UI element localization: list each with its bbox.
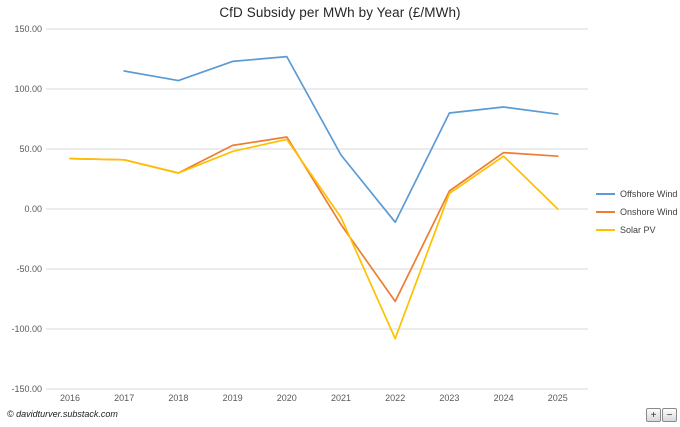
y-tick-label: 0.00 (24, 204, 42, 214)
x-tick-label: 2020 (277, 393, 297, 403)
x-tick-label: 2016 (60, 393, 80, 403)
legend-item-offshore-wind: Offshore Wind (596, 189, 678, 199)
series-line-solar-pv (69, 138, 559, 340)
legend-swatch (596, 229, 615, 231)
x-tick-label: 2018 (168, 393, 188, 403)
x-tick-label: 2019 (223, 393, 243, 403)
chart-legend: Offshore Wind Onshore Wind Solar PV (596, 189, 678, 243)
zoom-out-button[interactable]: − (662, 408, 677, 422)
x-tick-label: 2021 (331, 393, 351, 403)
legend-label: Solar PV (620, 225, 656, 235)
y-tick-label: -100.00 (11, 324, 42, 334)
x-tick-label: 2023 (439, 393, 459, 403)
x-tick-label: 2022 (385, 393, 405, 403)
legend-swatch (596, 211, 615, 213)
y-tick-label: 100.00 (14, 84, 42, 94)
y-tick-label: -150.00 (11, 384, 42, 394)
legend-item-solar-pv: Solar PV (596, 225, 678, 235)
credit-text: © davidturver.substack.com (7, 409, 118, 419)
y-tick-label: 150.00 (14, 24, 42, 34)
x-tick-label: 2025 (548, 393, 568, 403)
x-tick-label: 2017 (114, 393, 134, 403)
series-line-onshore-wind (69, 136, 559, 303)
y-tick-label: -50.00 (16, 264, 42, 274)
zoom-in-button[interactable]: + (646, 408, 661, 422)
legend-item-onshore-wind: Onshore Wind (596, 207, 678, 217)
legend-label: Offshore Wind (620, 189, 678, 199)
y-tick-label: 50.00 (19, 144, 42, 154)
page-zoom-controls: + − (645, 408, 677, 422)
legend-label: Onshore Wind (620, 207, 678, 217)
legend-swatch (596, 193, 615, 195)
x-tick-label: 2024 (494, 393, 514, 403)
series-line-offshore-wind (123, 55, 559, 224)
chart-title: CfD Subsidy per MWh by Year (£/MWh) (219, 5, 461, 20)
